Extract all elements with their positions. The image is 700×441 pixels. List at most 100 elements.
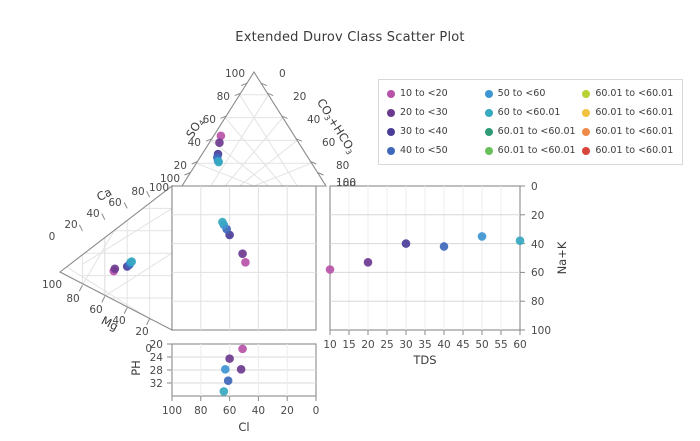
legend-item[interactable]: 30 to <40 xyxy=(384,122,482,141)
legend-item-label: 60.01 to <60.01 xyxy=(497,145,576,156)
legend-item-label: 60.01 to <60.01 xyxy=(595,107,674,118)
co3hco3-tick-60: 60 xyxy=(322,137,335,149)
nak-tick-20: 20 xyxy=(531,210,544,222)
legend-item[interactable]: 60 to <60.01 xyxy=(482,103,580,122)
tds-tick-60: 60 xyxy=(513,339,526,351)
anion-ternary-points xyxy=(212,131,226,167)
legend: 10 to <20 20 to <30 30 to <40 40 to <50 50 t… xyxy=(378,79,683,165)
ca-tick-100: 100 xyxy=(149,182,169,194)
tds-tick-50: 50 xyxy=(475,339,488,351)
ca-tick-0: 0 xyxy=(49,231,56,243)
legend-item[interactable]: 60.01 to <60.01 xyxy=(579,141,677,160)
tds-tick-45: 45 xyxy=(456,339,469,351)
cl-tick-60: 60 xyxy=(223,405,236,417)
tds-panel-point xyxy=(363,258,373,267)
legend-item-label: 60.01 to <60.01 xyxy=(595,145,674,156)
legend-color-swatch xyxy=(484,108,493,117)
cl-tick-40: 40 xyxy=(252,405,265,417)
legend-item[interactable]: 50 to <60 xyxy=(482,84,580,103)
legend-color-swatch xyxy=(582,89,591,98)
cl-axis-label: Cl xyxy=(238,420,249,434)
cl-tick-0: 0 xyxy=(313,405,320,417)
legend-color-swatch xyxy=(387,108,395,117)
mg-tick-60: 60 xyxy=(89,304,102,316)
tds-panel-point xyxy=(477,232,487,241)
nak-tick-60: 60 xyxy=(531,267,544,279)
mg-tick-20: 20 xyxy=(135,326,148,338)
so4-tick-40: 40 xyxy=(188,137,201,149)
tds-panel-point xyxy=(401,239,411,248)
ph-tick-20: 20 xyxy=(150,339,163,351)
legend-item-label: 60 to <60.01 xyxy=(497,107,561,118)
tds-horizontal-gridlines xyxy=(330,214,520,302)
nak-tick-80: 80 xyxy=(531,296,544,308)
ca-tick-80: 80 xyxy=(131,186,144,198)
tds-tick-35: 35 xyxy=(418,339,431,351)
cation-ternary-point xyxy=(110,264,120,274)
central-square-point xyxy=(218,217,227,227)
tds-panel-point xyxy=(515,236,525,246)
nak-tick-0: 0 xyxy=(531,181,538,193)
co3hco3-tick-80: 80 xyxy=(336,160,349,172)
so4-tick-100: 100 xyxy=(225,68,245,80)
legend-item[interactable]: 40 to <50 xyxy=(384,141,482,160)
anion-ternary-grid xyxy=(195,94,313,186)
legend-item-label: 10 to <20 xyxy=(400,88,448,99)
legend-item-label: 50 to <60 xyxy=(497,88,546,99)
cation-ternary-tick-0: 0 xyxy=(145,343,152,355)
legend-color-swatch xyxy=(484,89,493,98)
legend-item-label: 30 to <40 xyxy=(400,126,448,137)
ph-panel-point xyxy=(220,365,230,374)
legend-item[interactable]: 60.01 to <60.01 xyxy=(579,122,677,141)
legend-item-label: 20 to <30 xyxy=(400,107,448,118)
legend-item[interactable]: 60.01 to <60.01 xyxy=(579,84,677,103)
tds-tick-25: 25 xyxy=(380,339,393,351)
central-square-outline xyxy=(171,185,317,331)
nak-axis-label: Na+K xyxy=(555,241,569,274)
cl-tick-20: 20 xyxy=(281,405,294,417)
ph-tick-32: 32 xyxy=(150,378,163,390)
tds-vertical-gridlines xyxy=(348,186,502,330)
anion-ternary-point xyxy=(215,138,224,147)
legend-color-swatch xyxy=(484,146,493,155)
cl-tick-100: 100 xyxy=(162,405,182,417)
mg-tick-40: 40 xyxy=(112,315,125,327)
legend-item[interactable]: 60.01 to <60.01 xyxy=(482,122,580,141)
legend-color-swatch xyxy=(582,127,591,136)
legend-color-swatch xyxy=(387,146,395,155)
mg-axis-label: Mg xyxy=(99,313,121,333)
central-square-point xyxy=(241,258,250,267)
ph-panel-point xyxy=(225,354,234,363)
legend-color-swatch xyxy=(582,108,591,117)
ph-panel-point xyxy=(223,376,233,386)
co3hco3-tick-20: 20 xyxy=(293,91,306,103)
tds-tick-10: 10 xyxy=(323,339,336,351)
tds-tick-30: 30 xyxy=(399,339,412,351)
legend-item[interactable]: 60.01 to <60.01 xyxy=(482,141,580,160)
so4-tick-60: 60 xyxy=(203,114,216,126)
anion-ternary-panel: 100 80 60 40 20 100 0 20 40 60 80 100 SO… xyxy=(160,68,359,192)
legend-item-label: 60.01 to <60.01 xyxy=(497,126,576,137)
ca-tick-60: 60 xyxy=(108,197,121,209)
legend-color-swatch xyxy=(387,127,395,136)
central-square-tick-100: 100 xyxy=(336,177,356,189)
tds-axis-label: TDS xyxy=(412,353,436,367)
legend-item[interactable]: 60.01 to <60.01 xyxy=(579,103,677,122)
anion-ternary-point xyxy=(214,157,224,167)
tds-panel-point xyxy=(325,265,335,274)
legend-item-label: 60.01 to <60.01 xyxy=(595,126,674,137)
cation-ternary-points xyxy=(109,257,136,276)
ph-tick-24: 24 xyxy=(150,352,164,364)
legend-item[interactable]: 20 to <30 xyxy=(384,103,482,122)
nak-tick-100: 100 xyxy=(531,325,551,337)
anion-ternary-outline xyxy=(181,70,327,187)
ph-tick-28: 28 xyxy=(150,365,163,377)
tds-tick-20: 20 xyxy=(361,339,374,351)
co3hco3-tick-40: 40 xyxy=(307,114,320,126)
legend-item[interactable]: 10 to <20 xyxy=(384,84,482,103)
tds-tick-40: 40 xyxy=(437,339,450,351)
tds-tick-55: 55 xyxy=(494,339,507,351)
mg-tick-100: 100 xyxy=(42,279,62,291)
